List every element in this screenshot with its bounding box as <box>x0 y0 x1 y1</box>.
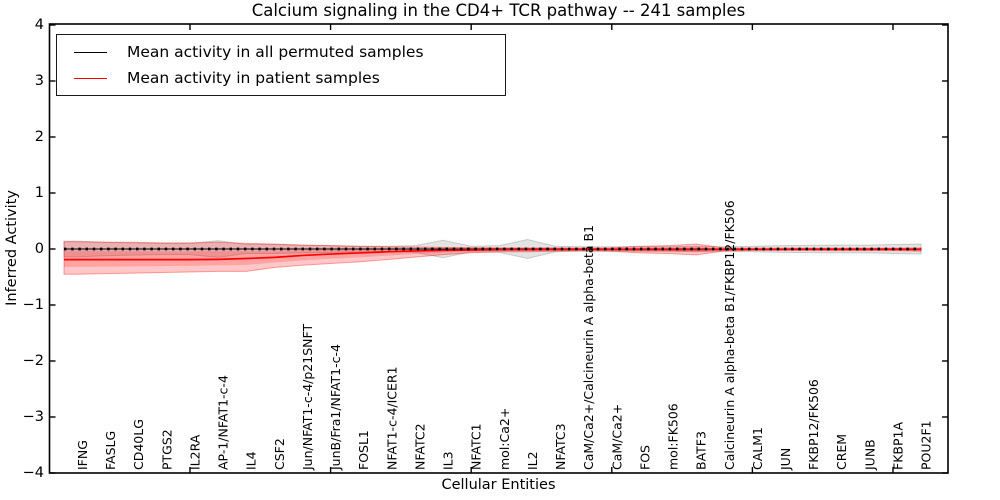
entity-label: FOS <box>637 445 652 470</box>
entity-label: IFNG <box>75 440 90 470</box>
entity-label: FKBP12/FK506 <box>806 379 821 470</box>
patient-core-band <box>64 246 922 267</box>
entity-label: Jun/NFAT1-c-4/p21SNFT <box>300 324 315 471</box>
x-axis-label: Cellular Entities <box>441 477 556 493</box>
entity-label: FOSL1 <box>356 430 371 470</box>
entity-label: JUNB <box>862 439 877 471</box>
entity-label: NFAT1-c-4/ICER1 <box>384 366 399 470</box>
entity-label: mol:FK506 <box>666 403 681 470</box>
legend-label-patient: Mean activity in patient samples <box>127 69 380 87</box>
entity-label: BATF3 <box>694 431 709 470</box>
entity-label: NFATC1 <box>469 423 484 470</box>
entity-label: PTGS2 <box>159 429 174 470</box>
patient-mean-line <box>64 248 922 261</box>
entity-label: Calcineurin A alpha-beta B1/FKBP12/FK506 <box>722 200 737 470</box>
chart-title: Calcium signaling in the CD4+ TCR pathwa… <box>251 1 746 20</box>
entity-label: CALM1 <box>750 427 765 470</box>
entity-label: mol:Ca2+ <box>497 408 512 470</box>
entity-label: CREM <box>834 434 849 470</box>
y-axis-label: Inferred Activity <box>4 190 20 306</box>
legend-line-permuted-icon <box>74 51 107 53</box>
entity-label: CSF2 <box>272 438 287 470</box>
legend: Mean activity in all permuted samples Me… <box>56 34 506 96</box>
entity-label: POU2F1 <box>919 420 934 470</box>
entity-label: IL3 <box>441 451 456 470</box>
entity-label: CD40LG <box>131 419 146 470</box>
entity-label: JUN <box>778 448 793 471</box>
legend-label-permuted: Mean activity in all permuted samples <box>127 43 424 61</box>
entity-label: NFATC2 <box>412 423 427 470</box>
entity-label: FASLG <box>103 431 118 470</box>
entity-label: IL4 <box>244 451 259 470</box>
entity-label: NFATC3 <box>553 423 568 470</box>
entity-label: IL2RA <box>187 434 202 470</box>
legend-item-permuted: Mean activity in all permuted samples <box>57 43 505 61</box>
legend-item-patient: Mean activity in patient samples <box>57 69 505 87</box>
legend-line-patient-icon <box>74 77 107 79</box>
entity-label: AP-1/NFAT1-c-4 <box>216 375 231 470</box>
entity-label: JunB/Fra1/NFAT1-c-4 <box>328 344 343 471</box>
entity-label: CaM/Ca2+/Calcineurin A alpha-beta B1 <box>581 225 596 470</box>
entity-label: FKBP1A <box>890 422 905 470</box>
entity-label: IL2 <box>525 451 540 470</box>
entity-label: CaM/Ca2+ <box>609 404 624 470</box>
